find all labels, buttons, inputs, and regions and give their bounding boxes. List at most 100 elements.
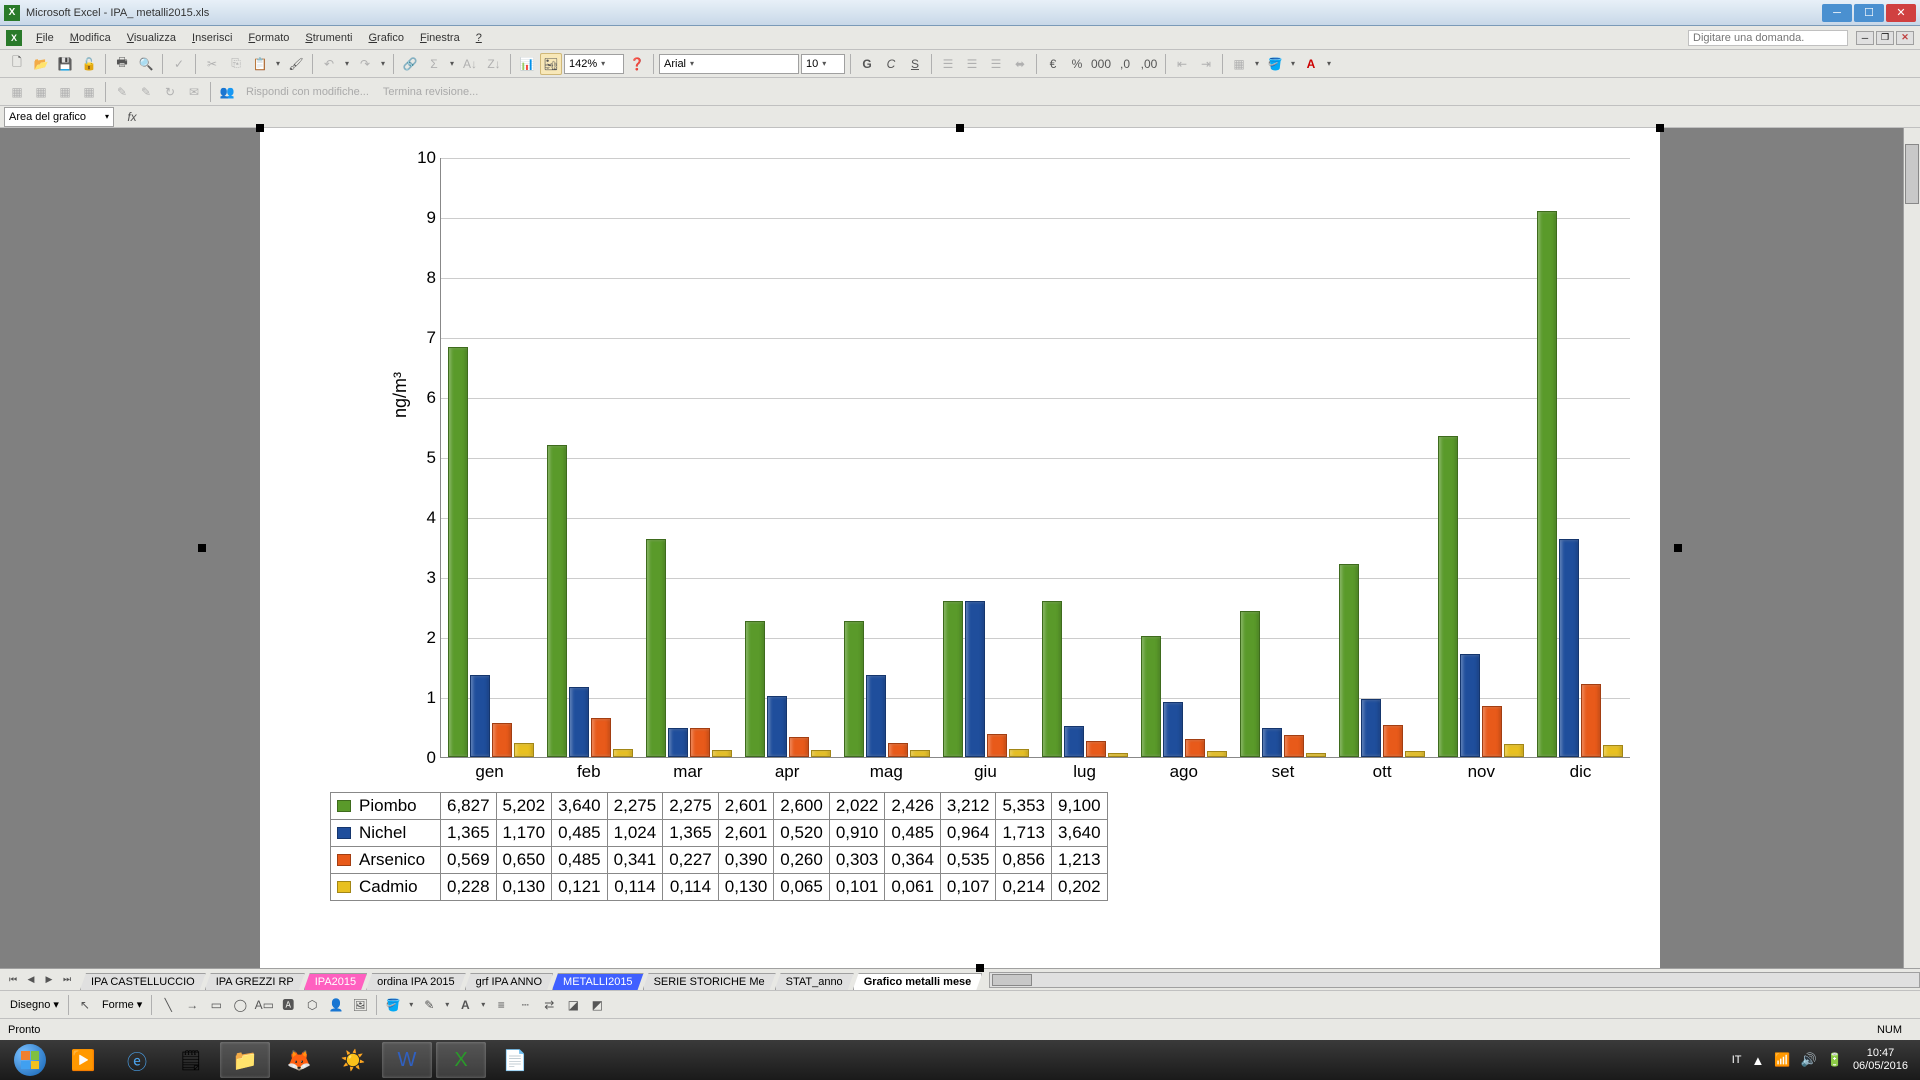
bar-piombo-feb[interactable]: [547, 445, 567, 757]
spelling-icon[interactable]: ✓: [168, 53, 190, 75]
bar-cadmio-mar[interactable]: [712, 750, 732, 757]
decrease-decimal-icon[interactable]: ,00: [1138, 53, 1160, 75]
bar-cadmio-giu[interactable]: [1009, 749, 1029, 757]
sheet-tab[interactable]: ordina IPA 2015: [366, 973, 465, 990]
new-icon[interactable]: 🗋: [6, 53, 28, 75]
taskbar-app-icon[interactable]: ☀️: [328, 1042, 378, 1078]
currency-icon[interactable]: €: [1042, 53, 1064, 75]
bar-cadmio-ott[interactable]: [1405, 751, 1425, 757]
percent-icon[interactable]: %: [1066, 53, 1088, 75]
menu-formato[interactable]: Formato: [240, 30, 297, 46]
font-name-select[interactable]: Arial▾: [659, 54, 799, 74]
permission-icon[interactable]: 🔓: [78, 53, 100, 75]
bar-nichel-mag[interactable]: [866, 675, 886, 757]
taskbar-excel-icon[interactable]: X: [436, 1042, 486, 1078]
bar-arsenico-gen[interactable]: [492, 723, 512, 757]
bar-arsenico-nov[interactable]: [1482, 706, 1502, 757]
bar-nichel-mar[interactable]: [668, 728, 688, 757]
bar-cadmio-dic[interactable]: [1603, 745, 1623, 757]
underline-icon[interactable]: S: [904, 53, 926, 75]
print-preview-icon[interactable]: 🔍: [135, 53, 157, 75]
selection-handle[interactable]: [956, 124, 964, 132]
textbox-icon[interactable]: A▭: [253, 994, 275, 1016]
bar-cadmio-feb[interactable]: [613, 749, 633, 757]
bar-arsenico-lug[interactable]: [1086, 741, 1106, 757]
tray-volume-icon[interactable]: 🔊: [1801, 1052, 1817, 1068]
sort-desc-icon[interactable]: Z↓: [483, 53, 505, 75]
save-icon[interactable]: 💾: [54, 53, 76, 75]
font-color-icon[interactable]: A: [1300, 53, 1322, 75]
bar-arsenico-set[interactable]: [1284, 735, 1304, 757]
menu-modifica[interactable]: Modifica: [62, 30, 119, 46]
tab-first-icon[interactable]: ⏮: [4, 972, 22, 988]
menu-inserisci[interactable]: Inserisci: [184, 30, 240, 46]
bar-nichel-lug[interactable]: [1064, 726, 1084, 757]
bar-nichel-giu[interactable]: [965, 601, 985, 757]
fill-color-icon[interactable]: 🪣: [1264, 53, 1286, 75]
arrow-icon[interactable]: →: [181, 994, 203, 1016]
clipart-icon[interactable]: 👤: [325, 994, 347, 1016]
menu-?[interactable]: ?: [468, 30, 490, 46]
tab-last-icon[interactable]: ⏭: [58, 972, 76, 988]
align-left-icon[interactable]: ☰: [937, 53, 959, 75]
bar-nichel-dic[interactable]: [1559, 539, 1579, 757]
vertical-scrollbar[interactable]: [1903, 128, 1920, 968]
thousands-icon[interactable]: 000: [1090, 53, 1112, 75]
rectangle-icon[interactable]: ▭: [205, 994, 227, 1016]
align-center-icon[interactable]: ☰: [961, 53, 983, 75]
chart-object[interactable]: ng/m³ genfebmaraprmaggiulugagosetottnovd…: [320, 158, 1640, 958]
tray-lang[interactable]: IT: [1732, 1054, 1742, 1066]
zoom-select[interactable]: 142%▾: [564, 54, 624, 74]
sheet-tab[interactable]: IPA CASTELLUCCIO: [80, 973, 206, 990]
fill-color-draw-icon[interactable]: 🪣: [382, 994, 404, 1016]
sheet-tab[interactable]: SERIE STORICHE Me: [643, 973, 776, 990]
menu-grafico[interactable]: Grafico: [360, 30, 411, 46]
bar-piombo-apr[interactable]: [745, 621, 765, 758]
name-box[interactable]: Area del grafico▾: [4, 107, 114, 127]
bar-arsenico-ago[interactable]: [1185, 739, 1205, 757]
bar-nichel-ott[interactable]: [1361, 699, 1381, 757]
rev5-icon[interactable]: ✎: [111, 81, 133, 103]
selection-handle[interactable]: [976, 964, 984, 972]
bar-nichel-ago[interactable]: [1163, 702, 1183, 757]
rev7-icon[interactable]: ↻: [159, 81, 181, 103]
bar-arsenico-mar[interactable]: [690, 728, 710, 757]
excel-doc-icon[interactable]: X: [6, 30, 22, 46]
sheet-tab[interactable]: STAT_anno: [775, 973, 854, 990]
menu-finestra[interactable]: Finestra: [412, 30, 468, 46]
bar-piombo-set[interactable]: [1240, 611, 1260, 757]
bar-cadmio-nov[interactable]: [1504, 744, 1524, 757]
tray-flag-icon[interactable]: ▲: [1752, 1053, 1765, 1068]
borders-icon[interactable]: ▦: [1228, 53, 1250, 75]
bar-arsenico-dic[interactable]: [1581, 684, 1601, 757]
bar-nichel-nov[interactable]: [1460, 654, 1480, 757]
menu-visualizza[interactable]: Visualizza: [119, 30, 184, 46]
horizontal-scrollbar[interactable]: [989, 972, 1920, 988]
bar-arsenico-ott[interactable]: [1383, 725, 1403, 757]
sheet-tab[interactable]: IPA GREZZI RP: [205, 973, 305, 990]
bar-piombo-ago[interactable]: [1141, 636, 1161, 757]
minimize-button[interactable]: ─: [1822, 4, 1852, 22]
bar-arsenico-giu[interactable]: [987, 734, 1007, 757]
wordart-icon[interactable]: 🅰: [277, 994, 299, 1016]
autoshapes-menu[interactable]: Forme ▾: [98, 998, 146, 1011]
line-style-icon[interactable]: ≡: [490, 994, 512, 1016]
tray-clock[interactable]: 10:4706/05/2016: [1853, 1047, 1908, 1073]
bar-piombo-nov[interactable]: [1438, 436, 1458, 757]
decrease-indent-icon[interactable]: ⇤: [1171, 53, 1193, 75]
increase-decimal-icon[interactable]: ,0: [1114, 53, 1136, 75]
bar-arsenico-feb[interactable]: [591, 718, 611, 757]
line-icon[interactable]: ╲: [157, 994, 179, 1016]
shadow-icon[interactable]: ◪: [562, 994, 584, 1016]
copy-icon[interactable]: ⎘: [225, 53, 247, 75]
start-button[interactable]: [6, 1042, 54, 1078]
font-size-select[interactable]: 10▾: [801, 54, 845, 74]
rev6-icon[interactable]: ✎: [135, 81, 157, 103]
print-icon[interactable]: 🖶: [111, 53, 133, 75]
sheet-tab[interactable]: Grafico metalli mese: [853, 973, 983, 990]
picture-icon[interactable]: 🖼: [349, 994, 371, 1016]
tab-next-icon[interactable]: ▶: [40, 972, 58, 988]
help-icon[interactable]: ❓: [626, 53, 648, 75]
bar-cadmio-ago[interactable]: [1207, 751, 1227, 757]
italic-icon[interactable]: C: [880, 53, 902, 75]
